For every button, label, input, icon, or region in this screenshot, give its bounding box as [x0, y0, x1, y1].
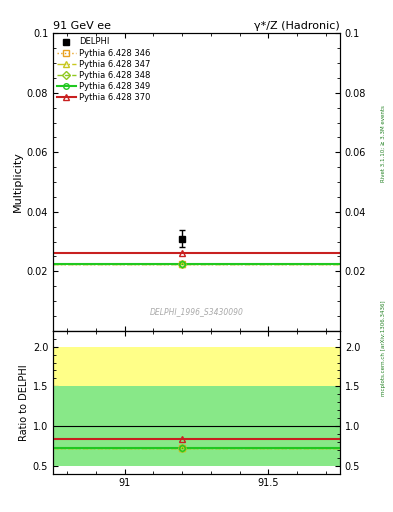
Text: DELPHI_1996_S3430090: DELPHI_1996_S3430090: [150, 307, 243, 316]
Text: γ*/Z (Hadronic): γ*/Z (Hadronic): [254, 21, 340, 31]
Text: 91 GeV ee: 91 GeV ee: [53, 21, 111, 31]
Y-axis label: Multiplicity: Multiplicity: [13, 152, 22, 212]
Text: mcplots.cern.ch [arXiv:1306.3436]: mcplots.cern.ch [arXiv:1306.3436]: [381, 301, 386, 396]
Bar: [53, 347, 340, 466]
Y-axis label: Ratio to DELPHI: Ratio to DELPHI: [18, 364, 29, 440]
Text: Rivet 3.1.10; ≥ 3.3M events: Rivet 3.1.10; ≥ 3.3M events: [381, 105, 386, 182]
Legend: DELPHI, Pythia 6.428 346, Pythia 6.428 347, Pythia 6.428 348, Pythia 6.428 349, : DELPHI, Pythia 6.428 346, Pythia 6.428 3…: [55, 36, 152, 103]
Bar: [53, 387, 340, 466]
